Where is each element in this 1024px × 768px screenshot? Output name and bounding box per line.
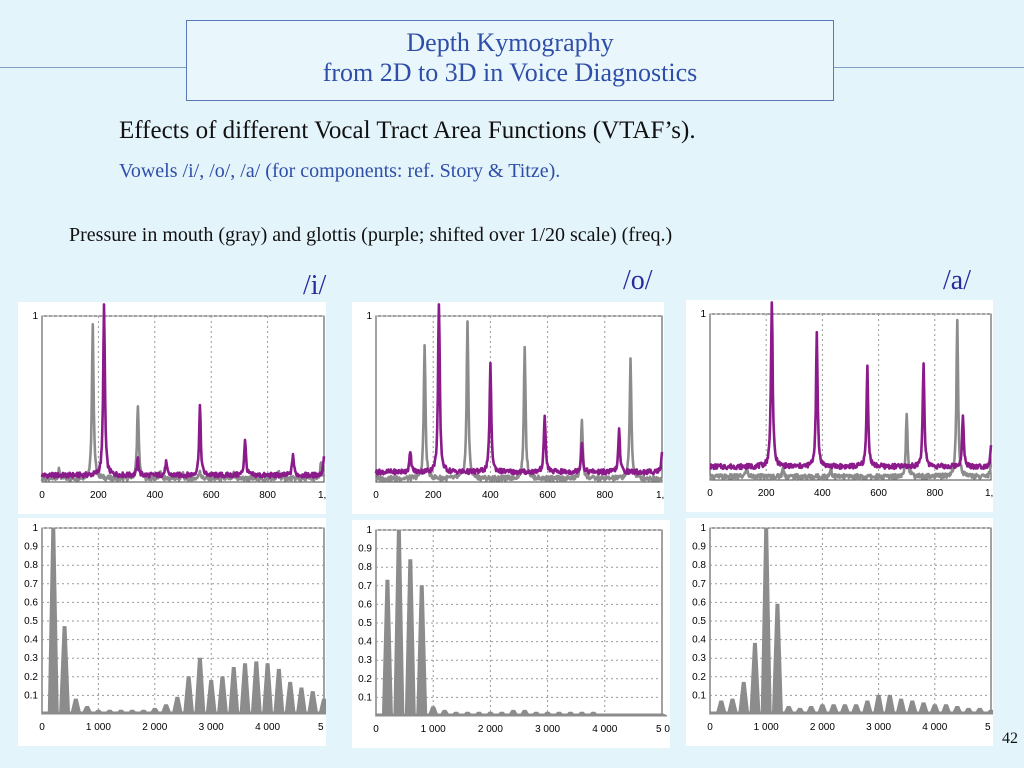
slide-title: Depth Kymography from 2D to 3D in Voice …	[186, 20, 834, 101]
x-tick-label: 4 000	[922, 722, 947, 733]
x-tick-label: 4 000	[255, 722, 280, 733]
vowel-label-o: /o/	[623, 265, 653, 296]
y-tick-label: 0.4	[692, 635, 706, 646]
x-tick-label: 200	[425, 490, 442, 501]
y-tick-label: 0.3	[358, 655, 372, 666]
caption: Pressure in mouth (gray) and glottis (pu…	[69, 224, 673, 246]
x-tick-label: 600	[203, 490, 220, 501]
heading: Effects of different Vocal Tract Area Fu…	[119, 117, 696, 144]
vowel-label-i: /i/	[303, 270, 327, 301]
title-line-2: from 2D to 3D in Voice Diagnostics	[322, 58, 698, 87]
x-tick-label: 1,000	[318, 490, 326, 501]
x-tick-label: 5 000	[318, 722, 326, 733]
y-tick-label: 0.7	[692, 579, 706, 590]
y-tick-label: 0.2	[358, 674, 372, 685]
x-tick-label: 5 000	[656, 724, 670, 735]
x-tick-label: 800	[259, 490, 276, 501]
chart-a-high: 0 1 000 2 000 3 000 4 000 5 000 0.1 0.2 0.3 0.4 0.…	[686, 518, 993, 746]
y-tick-label: 0.9	[692, 542, 706, 553]
y-tick-label: 0.6	[358, 599, 372, 610]
y-tick-label: 1	[700, 309, 706, 320]
x-tick-label: 800	[596, 490, 613, 501]
y-tick-label: 0.4	[24, 635, 38, 646]
x-tick-label: 600	[539, 490, 556, 501]
x-tick-label: 3 000	[535, 724, 560, 735]
series-line-gray	[708, 318, 993, 481]
x-tick-label: 1 000	[421, 724, 446, 735]
x-tick-label: 400	[146, 490, 163, 501]
y-tick-label: 0.7	[24, 579, 38, 590]
harmonic-peak	[318, 698, 326, 715]
y-tick-label: 0.8	[692, 560, 706, 571]
y-tick-label: 0.9	[358, 544, 372, 555]
page-number: 42	[1002, 730, 1018, 747]
chart-i-high: 0 1 000 2 000 3 000 4 000 5 000 0.1 0.2 0.3 0.4 0.…	[18, 518, 326, 746]
chart-o-high: 0 1 000 2 000 3 000 4 000 5 000 0.1 0.2 0.3 0.4 0.…	[352, 520, 670, 748]
y-tick-label: 1	[32, 311, 38, 322]
y-tick-label: 1	[32, 523, 38, 534]
x-tick-label: 1,000	[656, 490, 664, 501]
chart-a-low: 0 200 400 600 800 1,000 1	[686, 300, 993, 512]
x-tick-label: 1 000	[86, 722, 111, 733]
y-tick-label: 0.6	[24, 597, 38, 608]
x-tick-label: 200	[758, 488, 775, 499]
y-tick-label: 1	[366, 311, 372, 322]
y-tick-label: 0.5	[358, 618, 372, 629]
y-tick-label: 0.7	[358, 581, 372, 592]
x-tick-label: 600	[870, 488, 887, 499]
x-tick-label: 2 000	[142, 722, 167, 733]
x-tick-label: 2 000	[810, 722, 835, 733]
y-tick-label: 0.1	[24, 690, 38, 701]
series-line-purple	[40, 303, 326, 479]
x-tick-label: 2 000	[478, 724, 503, 735]
y-tick-label: 0.2	[692, 672, 706, 683]
series-line-purple	[709, 301, 993, 471]
x-tick-label: 3 000	[199, 722, 224, 733]
y-tick-label: 0.6	[692, 597, 706, 608]
title-line-1: Depth Kymography	[406, 28, 614, 57]
x-tick-label: 3 000	[866, 722, 891, 733]
x-tick-label: 1,000	[985, 488, 993, 499]
chart-o-low: 0 200 400 600 800 1,000 1	[352, 302, 664, 514]
x-tick-label: 5 000	[985, 722, 993, 733]
header-rule-left	[0, 67, 186, 68]
y-tick-label: 0.3	[692, 653, 706, 664]
x-tick-label: 200	[90, 490, 107, 501]
x-tick-label: 1 000	[754, 722, 779, 733]
vowel-label-a: /a/	[943, 265, 971, 296]
chart-i-low: 0 200 400 600 800 1,000 1	[18, 302, 326, 514]
y-tick-label: 0.3	[24, 653, 38, 664]
x-tick-label: 400	[482, 490, 499, 501]
subheading: Vowels /i/, /o/, /a/ (for components: re…	[119, 160, 561, 182]
y-tick-label: 0.9	[24, 542, 38, 553]
y-tick-label: 1	[366, 525, 372, 536]
y-tick-label: 0.5	[24, 616, 38, 627]
y-tick-label: 0.1	[358, 692, 372, 703]
x-tick-label: 0	[373, 490, 379, 501]
header-rule-right	[834, 67, 1024, 68]
y-tick-label: 0.4	[358, 637, 372, 648]
y-tick-label: 0.8	[358, 562, 372, 573]
series-line-purple	[374, 303, 664, 476]
y-tick-label: 0.1	[692, 690, 706, 701]
plot-area	[709, 313, 992, 481]
x-tick-label: 4 000	[592, 724, 617, 735]
x-tick-label: 800	[926, 488, 943, 499]
x-tick-label: 0	[39, 722, 45, 733]
x-tick-label: 0	[39, 490, 45, 501]
y-tick-label: 0.8	[24, 560, 38, 571]
y-tick-label: 0.5	[692, 616, 706, 627]
y-tick-label: 0.2	[24, 672, 38, 683]
plot-area	[41, 315, 325, 483]
x-tick-label: 0	[707, 488, 713, 499]
x-tick-label: 400	[814, 488, 831, 499]
x-tick-label: 0	[373, 724, 379, 735]
x-tick-label: 0	[707, 722, 713, 733]
plot-area	[375, 315, 663, 483]
y-tick-label: 1	[700, 523, 706, 534]
